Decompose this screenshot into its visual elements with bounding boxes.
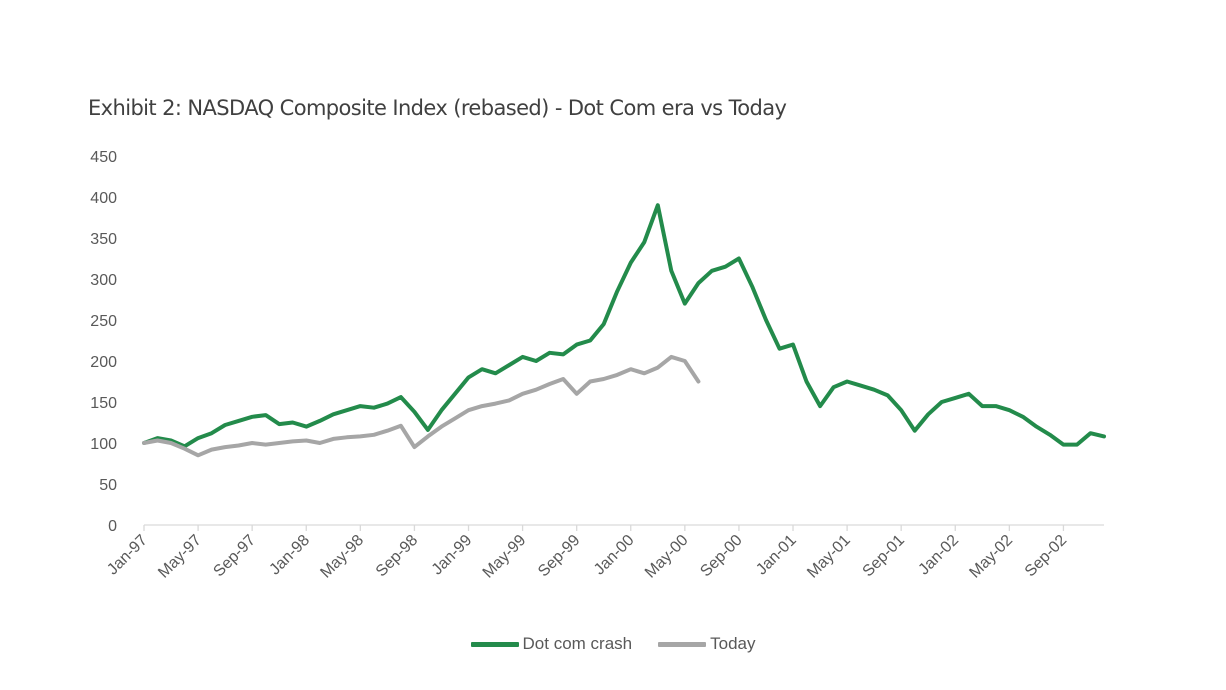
y-tick-label: 200 (90, 354, 117, 371)
series-line-dot-com-crash (142, 203, 1106, 449)
x-tick-label: May-02 (966, 532, 1016, 582)
y-tick-label: 50 (99, 477, 117, 494)
x-tick-label: Sep-98 (373, 532, 422, 581)
x-tick-label: Sep-01 (860, 532, 909, 581)
x-tick-label: Jan-99 (429, 532, 476, 579)
x-tick-label: May-01 (804, 532, 854, 582)
y-tick-label: 450 (90, 149, 117, 166)
y-tick-label: 400 (90, 190, 117, 207)
x-tick-label: May-97 (155, 532, 205, 582)
chart-title: Exhibit 2: NASDAQ Composite Index (rebas… (88, 96, 787, 120)
x-tick-label: Jan-98 (266, 532, 313, 579)
y-axis: 0 50 100 150 200 250 300 350 400 450 (90, 149, 117, 535)
legend-item-dot-com-crash[interactable]: Dot com crash (470, 634, 633, 654)
x-tick-label: May-99 (480, 532, 530, 582)
y-tick-label: 300 (90, 272, 117, 289)
x-tick-label: Sep-02 (1022, 532, 1071, 581)
y-tick-label: 150 (90, 395, 117, 412)
x-tick-label: Jan-01 (753, 532, 800, 579)
legend: Dot com crash Today (0, 634, 1226, 654)
legend-label-today: Today (710, 634, 756, 653)
series-layer (142, 203, 1106, 458)
y-tick-label: 100 (90, 436, 117, 453)
y-tick-label: 350 (90, 231, 117, 248)
legend-swatch-dot-com-crash (470, 641, 519, 647)
x-tick-label: May-98 (317, 532, 367, 582)
legend-label-dot-com-crash: Dot com crash (522, 634, 633, 653)
x-tick-label: Sep-97 (210, 532, 259, 581)
y-tick-label: 250 (90, 313, 117, 330)
legend-item-today[interactable]: Today (658, 634, 755, 654)
series-line-today (142, 354, 701, 458)
x-tick-label: Jan-00 (591, 532, 638, 579)
x-axis: Jan-97 May-97 Sep-97 Jan-98 May-98 Sep-98 Jan-… (104, 524, 1104, 582)
y-tick-label: 0 (108, 518, 117, 535)
x-tick-label: May-00 (642, 532, 692, 582)
legend-swatch-today (658, 641, 707, 647)
x-tick-label: Jan-02 (915, 532, 962, 579)
x-tick-label: Jan-97 (104, 532, 151, 579)
x-tick-label: Sep-99 (535, 532, 584, 581)
x-tick-label: Sep-00 (697, 532, 746, 581)
